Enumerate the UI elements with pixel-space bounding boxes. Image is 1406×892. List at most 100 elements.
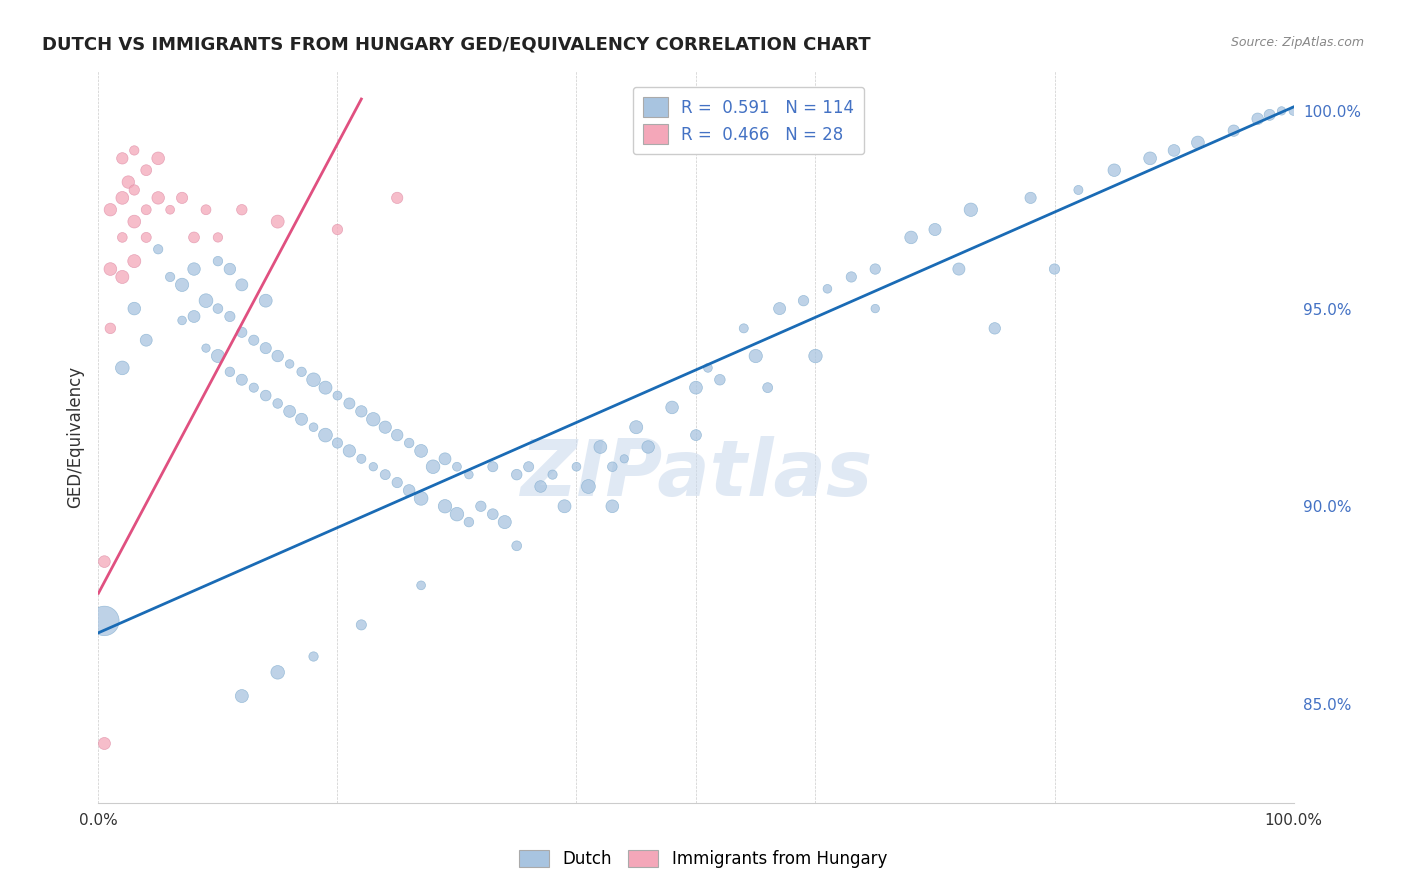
Text: ZIPatlas: ZIPatlas <box>520 435 872 512</box>
Point <box>326 388 349 402</box>
Point <box>768 301 790 316</box>
Point <box>231 277 253 292</box>
Point <box>385 191 409 205</box>
Point <box>804 349 827 363</box>
Point <box>219 262 242 277</box>
Point <box>243 381 266 395</box>
Y-axis label: GED/Equivalency: GED/Equivalency <box>66 366 84 508</box>
Point <box>350 404 373 418</box>
Point <box>602 459 624 474</box>
Point <box>315 381 337 395</box>
Point <box>339 444 360 458</box>
Point <box>291 365 314 379</box>
Point <box>135 333 157 347</box>
Point <box>135 230 157 244</box>
Point <box>576 479 599 493</box>
Point <box>172 191 194 205</box>
Point <box>363 459 385 474</box>
Point <box>374 467 396 482</box>
Point <box>398 483 420 498</box>
Point <box>124 214 146 228</box>
Point <box>756 381 779 395</box>
Point <box>124 254 146 268</box>
Point <box>135 163 157 178</box>
Point <box>733 321 755 335</box>
Point <box>111 269 134 284</box>
Point <box>1067 183 1090 197</box>
Point <box>350 451 373 466</box>
Point <box>93 555 115 569</box>
Point <box>815 282 838 296</box>
Point <box>433 500 456 514</box>
Point <box>458 515 481 529</box>
Point <box>172 277 194 292</box>
Point <box>117 175 139 189</box>
Point <box>219 365 242 379</box>
Point <box>98 262 122 277</box>
Point <box>433 451 456 466</box>
Point <box>231 373 253 387</box>
Point <box>446 459 468 474</box>
Point <box>589 440 612 454</box>
Point <box>793 293 815 308</box>
Point <box>863 301 887 316</box>
Point <box>363 412 385 426</box>
Point <box>602 500 624 514</box>
Point <box>350 618 373 632</box>
Point <box>1187 136 1209 150</box>
Point <box>326 222 349 236</box>
Point <box>267 349 290 363</box>
Point <box>1019 191 1042 205</box>
Point <box>148 242 170 256</box>
Point <box>374 420 396 434</box>
Point <box>697 360 720 375</box>
Point <box>124 144 146 158</box>
Point <box>254 341 277 355</box>
Point <box>411 578 433 592</box>
Point <box>278 357 301 371</box>
Point <box>183 262 205 277</box>
Point <box>385 428 409 442</box>
Point <box>93 614 115 628</box>
Point <box>159 269 181 284</box>
Point <box>506 539 529 553</box>
Point <box>661 401 683 415</box>
Legend: Dutch, Immigrants from Hungary: Dutch, Immigrants from Hungary <box>512 843 894 875</box>
Point <box>254 293 277 308</box>
Point <box>231 202 253 217</box>
Point <box>685 381 707 395</box>
Point <box>385 475 409 490</box>
Point <box>207 301 229 316</box>
Point <box>924 222 946 236</box>
Point <box>517 459 540 474</box>
Point <box>254 388 277 402</box>
Point <box>613 451 636 466</box>
Point <box>470 500 492 514</box>
Point <box>948 262 970 277</box>
Point <box>685 428 707 442</box>
Point <box>111 191 134 205</box>
Point <box>302 649 325 664</box>
Point <box>148 152 170 166</box>
Point <box>709 373 731 387</box>
Point <box>1139 152 1161 166</box>
Point <box>207 230 229 244</box>
Text: DUTCH VS IMMIGRANTS FROM HUNGARY GED/EQUIVALENCY CORRELATION CHART: DUTCH VS IMMIGRANTS FROM HUNGARY GED/EQU… <box>42 36 870 54</box>
Point <box>278 404 301 418</box>
Point <box>1271 103 1294 118</box>
Point <box>111 360 134 375</box>
Point <box>1043 262 1066 277</box>
Point <box>411 444 433 458</box>
Point <box>98 202 122 217</box>
Point <box>446 507 468 521</box>
Point <box>1222 123 1246 137</box>
Point <box>900 230 922 244</box>
Point <box>291 412 314 426</box>
Point <box>315 428 337 442</box>
Point <box>863 262 887 277</box>
Point <box>267 214 290 228</box>
Point <box>124 301 146 316</box>
Point <box>124 183 146 197</box>
Point <box>554 500 576 514</box>
Point <box>1163 144 1185 158</box>
